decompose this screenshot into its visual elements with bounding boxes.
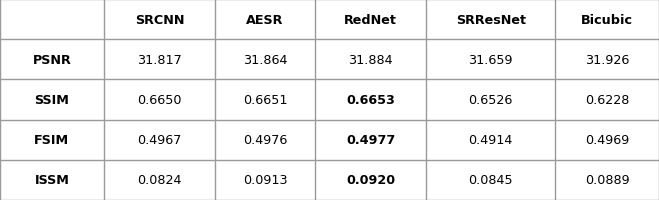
Text: 31.817: 31.817 <box>137 54 182 66</box>
Text: 0.0913: 0.0913 <box>243 174 287 186</box>
Text: Bicubic: Bicubic <box>581 14 633 26</box>
Text: 0.6653: 0.6653 <box>346 94 395 106</box>
Text: 0.6228: 0.6228 <box>585 94 629 106</box>
Text: SRCNN: SRCNN <box>134 14 184 26</box>
Text: 0.6526: 0.6526 <box>469 94 513 106</box>
Text: 31.926: 31.926 <box>585 54 629 66</box>
Text: SRResNet: SRResNet <box>455 14 526 26</box>
Text: 0.6650: 0.6650 <box>137 94 182 106</box>
Text: FSIM: FSIM <box>34 134 69 146</box>
Text: 0.4976: 0.4976 <box>243 134 287 146</box>
Text: 0.4977: 0.4977 <box>346 134 395 146</box>
Text: AESR: AESR <box>246 14 284 26</box>
Text: 0.0845: 0.0845 <box>469 174 513 186</box>
Text: RedNet: RedNet <box>344 14 397 26</box>
Text: ISSM: ISSM <box>34 174 69 186</box>
Text: 0.0920: 0.0920 <box>346 174 395 186</box>
Text: SSIM: SSIM <box>34 94 69 106</box>
Text: 0.4967: 0.4967 <box>137 134 182 146</box>
Text: 0.4914: 0.4914 <box>469 134 513 146</box>
Text: 31.884: 31.884 <box>349 54 393 66</box>
Text: 31.864: 31.864 <box>243 54 287 66</box>
Text: PSNR: PSNR <box>32 54 71 66</box>
Text: 0.4969: 0.4969 <box>585 134 629 146</box>
Text: 0.0889: 0.0889 <box>585 174 629 186</box>
Text: 31.659: 31.659 <box>469 54 513 66</box>
Text: 0.6651: 0.6651 <box>243 94 287 106</box>
Text: 0.0824: 0.0824 <box>137 174 182 186</box>
